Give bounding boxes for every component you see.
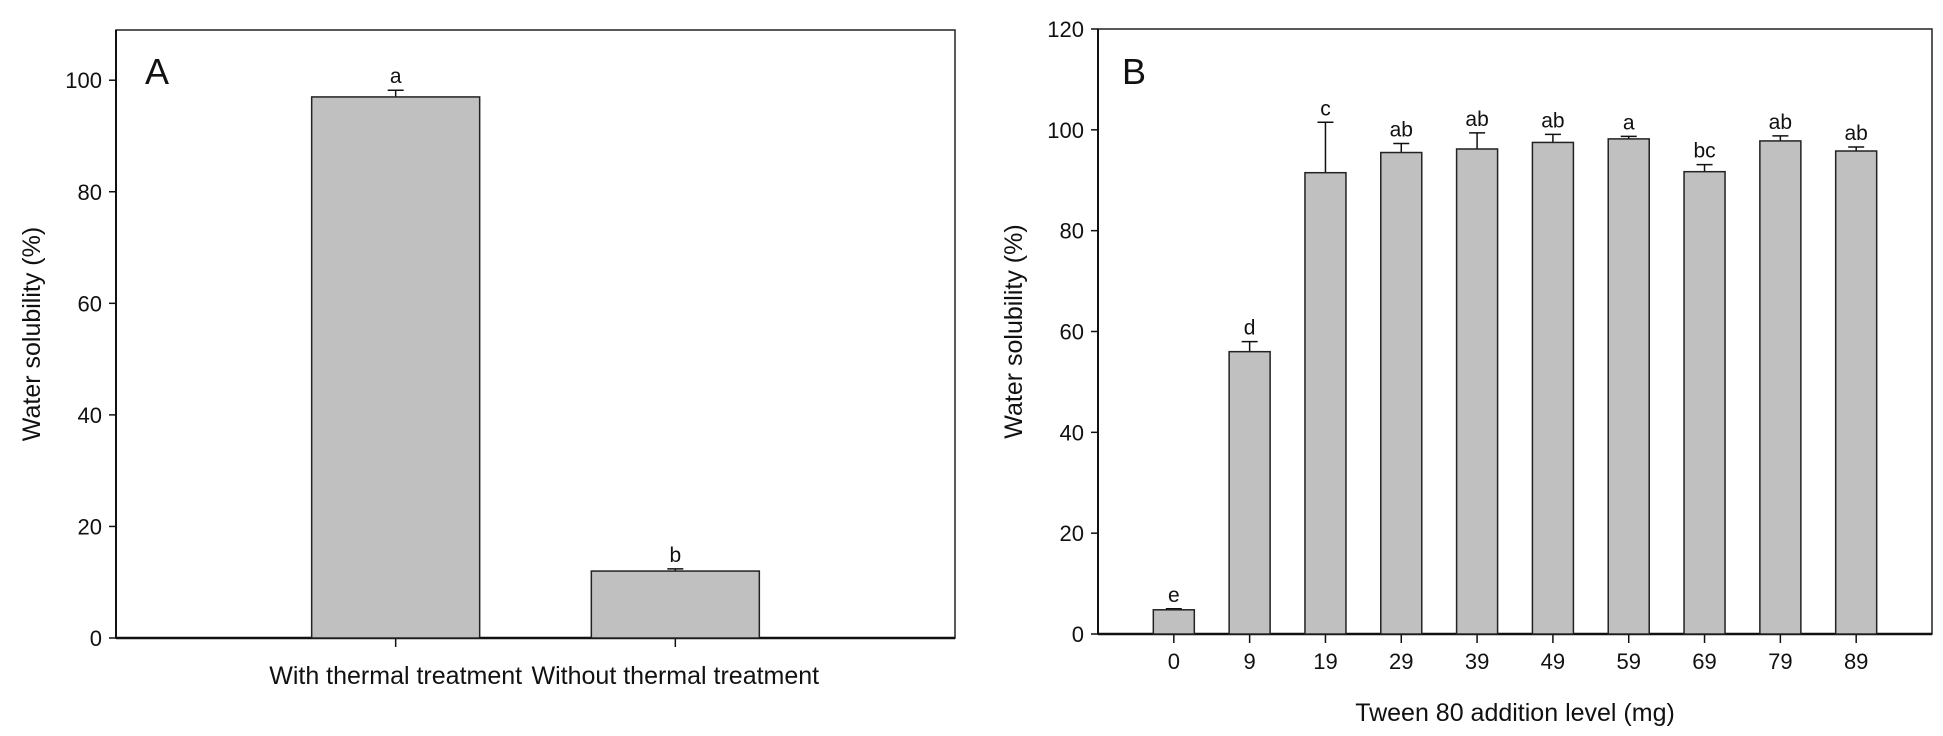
y-tick-label: 0 xyxy=(1072,622,1084,647)
y-tick-label: 80 xyxy=(78,180,102,205)
x-tick-label: 59 xyxy=(1616,649,1640,674)
significance-label: ab xyxy=(1845,122,1868,145)
chart-panel-b: 0 20 40 60 80 100 120 e 0 d 9 c 19 ab 29 ab 39 ab 49 a 59 bc 6… xyxy=(1000,17,1933,727)
significance-label: a xyxy=(390,65,402,88)
y-tick-label: 120 xyxy=(1047,17,1084,42)
x-tick-label: 0 xyxy=(1168,649,1180,674)
bar xyxy=(1759,140,1802,635)
y-tick-label: 100 xyxy=(1047,118,1084,143)
significance-label: e xyxy=(1168,584,1180,607)
bar xyxy=(1607,138,1650,635)
x-tick-label: 49 xyxy=(1541,649,1565,674)
y-tick-label: 60 xyxy=(1060,320,1084,345)
bar xyxy=(1228,350,1271,635)
x-tick-label: 89 xyxy=(1844,649,1868,674)
y-tick-label: 60 xyxy=(78,291,102,316)
bar xyxy=(310,96,481,639)
significance-label: ab xyxy=(1541,109,1564,132)
significance-label: a xyxy=(1623,111,1635,134)
significance-label: ab xyxy=(1390,118,1413,141)
x-tick-label: 69 xyxy=(1692,649,1716,674)
y-tick-label: 80 xyxy=(1060,219,1084,244)
bar xyxy=(1380,151,1423,635)
plot-frame xyxy=(115,29,956,639)
y-tick-label: 0 xyxy=(90,626,102,651)
x-tick-label: With thermal treatment xyxy=(269,662,522,690)
panel-label: A xyxy=(145,51,169,92)
bar xyxy=(1834,150,1878,635)
significance-label: ab xyxy=(1769,111,1792,134)
y-tick-label: 100 xyxy=(65,68,102,93)
x-tick-label: 79 xyxy=(1768,649,1792,674)
panel-label: B xyxy=(1122,51,1146,92)
y-axis-label: Water solubility (%) xyxy=(1000,224,1028,438)
chart-panel-a: 0 20 40 60 80 100 a With thermal treatment b With… xyxy=(18,29,956,690)
y-axis-label: Water solubility (%) xyxy=(18,227,46,441)
bar xyxy=(1683,170,1726,635)
x-tick-label: 9 xyxy=(1244,649,1256,674)
bar xyxy=(1455,148,1499,635)
significance-label: ab xyxy=(1465,108,1488,131)
y-tick-label: 20 xyxy=(78,514,102,539)
x-tick-label: 29 xyxy=(1389,649,1413,674)
significance-label: bc xyxy=(1693,140,1715,163)
significance-label: b xyxy=(669,544,681,567)
significance-label: c xyxy=(1320,97,1331,120)
plot-frame xyxy=(1097,28,1933,635)
y-tick-label: 40 xyxy=(78,403,102,428)
bar xyxy=(1304,171,1347,635)
x-tick-label: 19 xyxy=(1313,649,1337,674)
y-tick-label: 20 xyxy=(1060,521,1084,546)
y-tick-label: 40 xyxy=(1060,420,1084,445)
bar xyxy=(1152,609,1196,635)
x-tick-label: Without thermal treatment xyxy=(532,662,820,690)
x-axis-label: Tween 80 addition level (mg) xyxy=(1355,699,1675,727)
x-tick-label: 39 xyxy=(1465,649,1489,674)
significance-label: d xyxy=(1244,317,1256,340)
bar xyxy=(590,570,761,639)
bar xyxy=(1531,141,1575,635)
